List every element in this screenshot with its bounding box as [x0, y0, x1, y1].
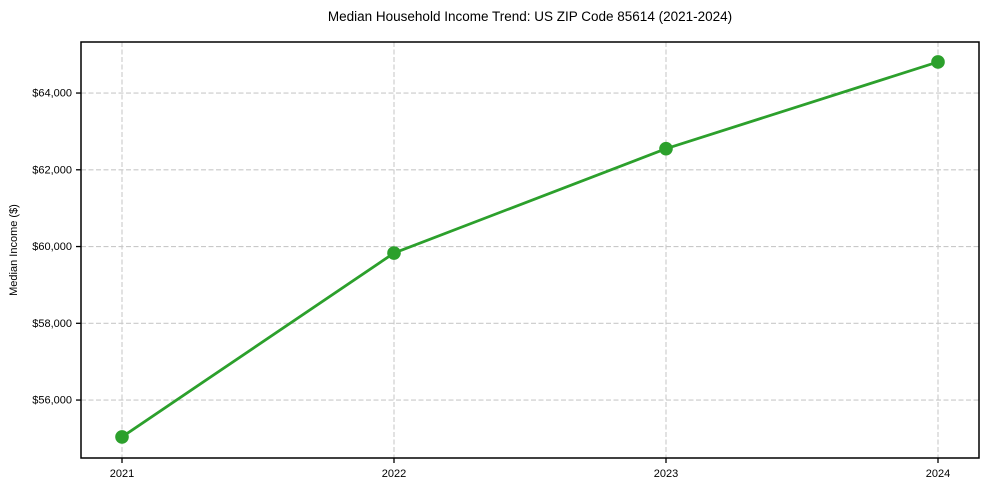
y-tick-label: $64,000 [32, 88, 72, 100]
data-point-marker [931, 55, 945, 69]
y-tick-label: $62,000 [32, 164, 72, 176]
y-tick-label: $58,000 [32, 318, 72, 330]
x-tick-label: 2024 [926, 468, 950, 480]
chart-title: Median Household Income Trend: US ZIP Co… [327, 9, 733, 24]
x-tick-label: 2021 [110, 468, 134, 480]
data-point-marker [387, 246, 401, 260]
y-tick-label: $56,000 [32, 395, 72, 407]
trend-line [120, 60, 940, 439]
data-point-marker [115, 430, 129, 444]
plot-border [80, 41, 980, 459]
x-tick-label: 2023 [654, 468, 678, 480]
x-tick-label: 2022 [382, 468, 406, 480]
data-point-marker [659, 141, 673, 156]
y-tick-label: $60,000 [32, 241, 72, 253]
